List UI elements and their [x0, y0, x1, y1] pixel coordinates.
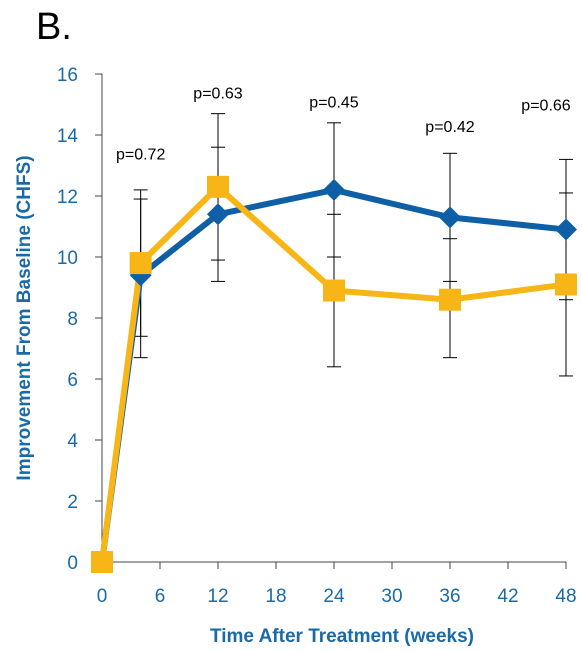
series-1-point [439, 206, 461, 229]
series-1-point [323, 178, 345, 201]
y-tick-label: 8 [67, 309, 78, 330]
x-tick-label: 0 [97, 586, 108, 607]
p-value-label: p=0.66 [521, 98, 570, 115]
series-2-line [99, 183, 567, 563]
p-value-label: p=0.63 [193, 85, 242, 102]
series-lines [99, 183, 567, 563]
series-1-point [207, 203, 229, 226]
series-2-point [323, 279, 345, 302]
annotations: p=0.72 p=0.63 p=0.45 p=0.42 p=0.66 [116, 85, 571, 163]
p-value-label: p=0.72 [116, 146, 165, 163]
series-2-point [439, 288, 461, 311]
y-tick-label: 6 [67, 370, 78, 391]
x-tick-label: 48 [555, 586, 576, 607]
p-value-label: p=0.42 [425, 119, 474, 136]
y-tick-label: 12 [57, 187, 78, 208]
series-1-point [555, 218, 577, 241]
series-2-point [91, 551, 113, 573]
series-2-point [129, 252, 152, 275]
panel-label: B. [36, 6, 72, 48]
error-bars [133, 113, 573, 377]
y-tick-label: 0 [67, 553, 78, 574]
series-2-point [207, 175, 229, 198]
series-2-point [555, 273, 577, 296]
x-tick-label: 36 [439, 586, 460, 607]
x-tick-label: 12 [207, 586, 228, 607]
y-tick-label: 10 [57, 248, 78, 269]
x-tick-label: 24 [323, 586, 345, 607]
y-tick-label: 16 [57, 65, 78, 86]
y-tick-label: 4 [67, 431, 78, 452]
p-value-label: p=0.45 [309, 95, 358, 112]
x-tick-label: 6 [155, 586, 166, 607]
series-markers [91, 175, 577, 573]
y-tick-label: 14 [57, 126, 79, 147]
x-tick-label: 42 [497, 586, 518, 607]
x-tick-label: 30 [381, 586, 402, 607]
x-axis-title: Time After Treatment (weeks) [210, 626, 474, 647]
y-tick-label: 2 [67, 492, 78, 513]
x-tick-label: 18 [265, 586, 286, 607]
y-axis-title: Improvement From Baseline (CHFS) [14, 155, 35, 480]
